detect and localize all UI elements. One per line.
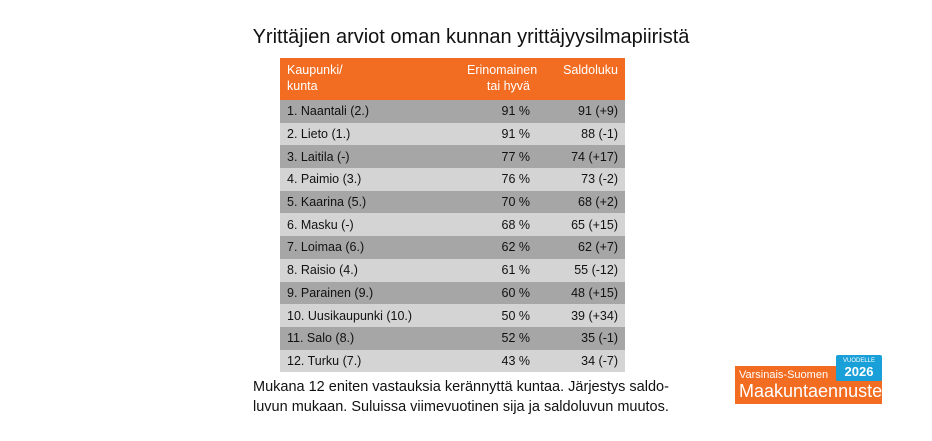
- cell-municipality: 11. Salo (8.): [287, 331, 355, 346]
- cell-balance: 65 (+15): [571, 217, 618, 232]
- table-row: 9. Parainen (9.) 60 % 48 (+15): [280, 281, 625, 305]
- cell-balance: 55 (-12): [574, 263, 618, 278]
- logo-name: Maakuntaennuste: [739, 381, 883, 401]
- header-municipality: Kaupunki/ kunta: [287, 63, 343, 93]
- cell-balance: 88 (-1): [581, 127, 618, 142]
- cell-municipality: 10. Uusikaupunki (10.): [287, 308, 413, 323]
- cell-municipality: 6. Masku (-): [287, 217, 354, 232]
- logo-year-label: VUODELLE: [842, 358, 875, 364]
- page-title: Yrittäjien arviot oman kunnan yrittäjyys…: [252, 26, 690, 48]
- cell-excellent-or-good: 43 %: [501, 353, 531, 368]
- table-row: 6. Masku (-) 68 % 65 (+15): [280, 213, 625, 237]
- cell-municipality: 5. Kaarina (5.): [287, 195, 367, 210]
- cell-excellent-or-good: 50 %: [501, 308, 531, 323]
- cell-municipality: 1. Naantali (2.): [287, 104, 369, 119]
- cell-excellent-or-good: 60 %: [501, 285, 531, 300]
- cell-balance: 91 (+9): [578, 104, 618, 119]
- table-row: 4. Paimio (3.) 76 % 73 (-2): [280, 168, 625, 191]
- cell-excellent-or-good: 77 %: [501, 149, 531, 164]
- cell-balance: 68 (+2): [578, 195, 618, 210]
- cell-excellent-or-good: 91 %: [501, 127, 531, 142]
- table-body: 1. Naantali (2.) 91 % 91 (+9) 2. Lieto (1.)…: [280, 100, 625, 373]
- cell-balance: 62 (+7): [578, 240, 618, 255]
- cell-balance: 48 (+15): [571, 285, 618, 300]
- table-row: 1. Naantali (2.) 91 % 91 (+9): [280, 100, 625, 123]
- cell-balance: 35 (-1): [581, 331, 618, 346]
- table-row: 3. Laitila (-) 77 % 74 (+17): [280, 145, 625, 169]
- header-excellent-or-good: Erinomainen tai hyvä: [467, 63, 538, 93]
- table-row: 11. Salo (8.) 52 % 35 (-1): [280, 326, 625, 350]
- cell-municipality: 8. Raisio (4.): [287, 263, 358, 278]
- cell-municipality: 4. Paimio (3.): [287, 172, 362, 187]
- caption: Mukana 12 eniten vastauksia kerännyttä k…: [253, 379, 669, 415]
- logo-year: 2026: [844, 364, 874, 379]
- logo-subtitle: Varsinais-Suomen: [739, 369, 829, 381]
- cell-excellent-or-good: 68 %: [501, 217, 531, 232]
- table-row: 8. Raisio (4.) 61 % 55 (-12): [280, 258, 625, 282]
- logo-year-badge: VUODELLE 2026: [836, 355, 882, 381]
- cell-balance: 39 (+34): [571, 308, 618, 323]
- ranking-table: Kaupunki/ kunta Erinomainen tai hyvä Sal…: [280, 58, 625, 373]
- table-header: Kaupunki/ kunta Erinomainen tai hyvä Sal…: [280, 58, 625, 100]
- table-row: 5. Kaarina (5.) 70 % 68 (+2): [280, 190, 625, 214]
- table-row: 2. Lieto (1.) 91 % 88 (-1): [280, 122, 625, 146]
- cell-excellent-or-good: 52 %: [501, 331, 531, 346]
- cell-municipality: 12. Turku (7.): [287, 353, 362, 368]
- header-balance: Saldoluku: [563, 63, 618, 77]
- cell-municipality: 2. Lieto (1.): [287, 127, 351, 142]
- cell-excellent-or-good: 76 %: [501, 172, 531, 187]
- cell-balance: 34 (-7): [581, 353, 618, 368]
- cell-excellent-or-good: 91 %: [501, 104, 531, 119]
- table-row: 7. Loimaa (6.) 62 % 62 (+7): [280, 236, 625, 259]
- cell-excellent-or-good: 70 %: [501, 195, 531, 210]
- cell-municipality: 3. Laitila (-): [287, 149, 350, 164]
- cell-balance: 73 (-2): [581, 172, 618, 187]
- cell-excellent-or-good: 61 %: [501, 263, 531, 278]
- cell-municipality: 7. Loimaa (6.): [287, 240, 365, 255]
- cell-excellent-or-good: 62 %: [501, 240, 531, 255]
- table-row: 12. Turku (7.) 43 % 34 (-7): [280, 349, 625, 373]
- cell-municipality: 9. Parainen (9.): [287, 285, 374, 300]
- table-row: 10. Uusikaupunki (10.) 50 % 39 (+34): [280, 304, 625, 327]
- cell-balance: 74 (+17): [571, 149, 618, 164]
